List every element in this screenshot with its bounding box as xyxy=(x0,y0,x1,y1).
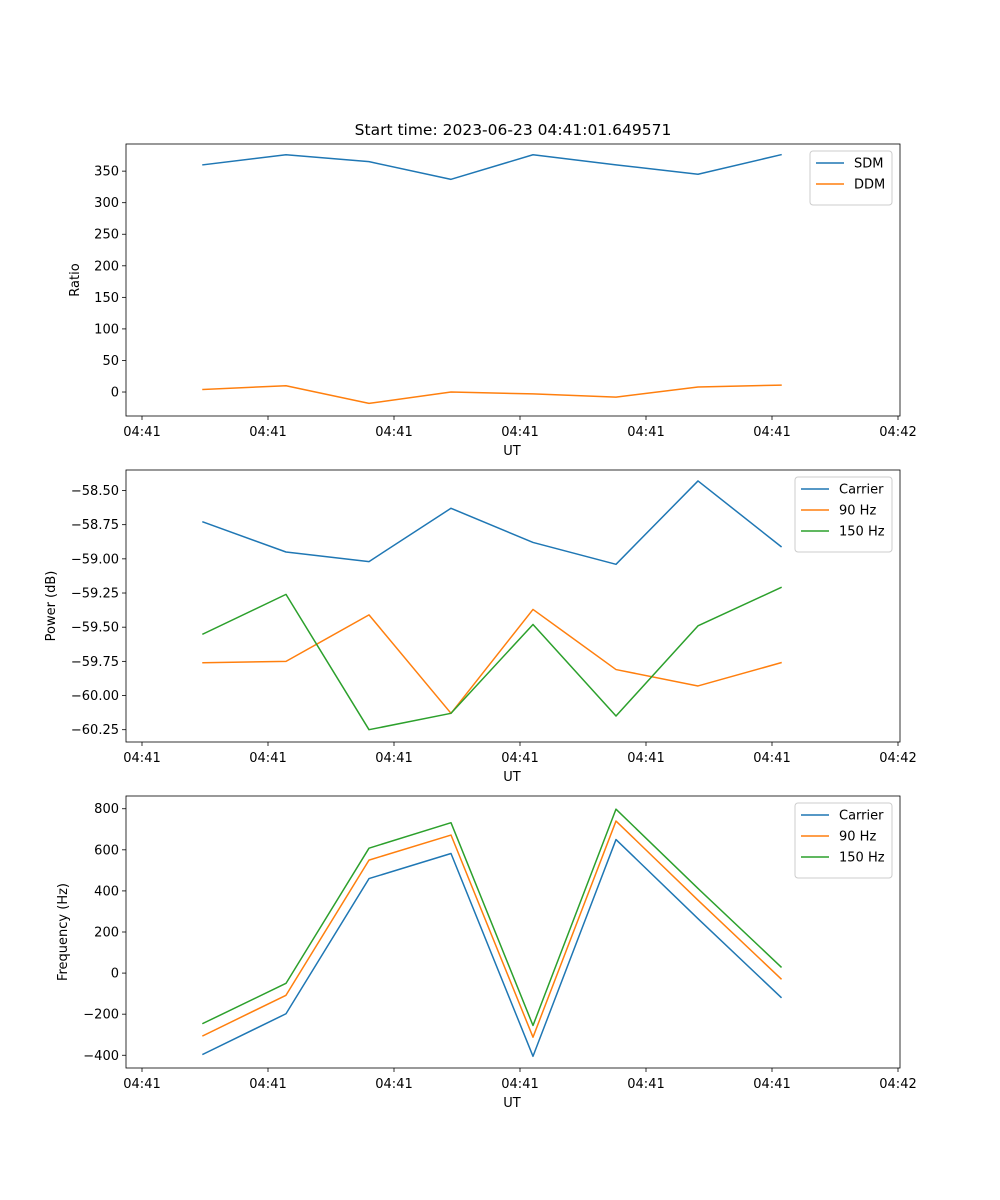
y-tick-label: −58.75 xyxy=(71,518,119,533)
x-tick-label: 04:42 xyxy=(879,425,916,440)
y-tick-label: 200 xyxy=(94,259,119,274)
chart-panel-2: −60.25 −60.00 −59.75 −59.50 −59.25 −59.00 −58.… xyxy=(44,469,917,785)
y-tick-label: −60.00 xyxy=(71,689,119,704)
legend-box xyxy=(809,150,893,206)
y-tick-label: 350 xyxy=(94,165,119,180)
legend-label: Carrier xyxy=(839,483,884,498)
x-tick-label: 04:41 xyxy=(375,751,412,766)
y-tick-label: 600 xyxy=(94,843,119,858)
series-line-carrier xyxy=(202,480,783,566)
x-tick-label: 04:41 xyxy=(627,1077,664,1092)
y-tick-label: −59.50 xyxy=(71,621,119,636)
legend-box xyxy=(794,802,893,879)
x-tick-label: 04:41 xyxy=(501,425,538,440)
y-tick-label: 0 xyxy=(111,967,119,982)
legend-label: 90 Hz xyxy=(839,830,876,845)
legend: Carrier 90 Hz 150 Hz xyxy=(794,802,893,879)
x-tick-label: 04:41 xyxy=(753,751,790,766)
series-line-sdm xyxy=(202,153,782,181)
y-tick-label: −200 xyxy=(83,1008,119,1023)
y-tick-label: 0 xyxy=(111,386,119,401)
y-tick-label: −59.25 xyxy=(71,587,119,602)
y-axis-label: Ratio xyxy=(68,263,83,296)
legend: SDM DDM xyxy=(809,150,893,206)
x-tick-label: 04:42 xyxy=(879,1077,916,1092)
y-tick-label: 200 xyxy=(94,926,119,941)
x-axis-label: UT xyxy=(503,444,521,459)
y-tick-label: 50 xyxy=(102,354,119,369)
x-tick-label: 04:41 xyxy=(123,751,160,766)
legend-box xyxy=(794,476,893,553)
x-tick-label: 04:41 xyxy=(753,1077,790,1092)
y-axis-label: Frequency (Hz) xyxy=(56,883,71,981)
x-tick-label: 04:41 xyxy=(753,425,790,440)
x-tick-label: 04:41 xyxy=(375,425,412,440)
x-tick-label: 04:41 xyxy=(375,1077,412,1092)
y-tick-label: −58.50 xyxy=(71,484,119,499)
axes-frame xyxy=(125,469,901,743)
x-tick-label: 04:41 xyxy=(249,1077,286,1092)
x-tick-label: 04:41 xyxy=(627,425,664,440)
y-tick-label: −59.75 xyxy=(71,655,119,670)
x-tick-label: 04:41 xyxy=(249,425,286,440)
y-tick-label: −400 xyxy=(83,1049,119,1064)
legend-label: 150 Hz xyxy=(839,525,885,540)
y-tick-label: 100 xyxy=(94,322,119,337)
x-tick-label: 04:42 xyxy=(879,751,916,766)
legend: Carrier 90 Hz 150 Hz xyxy=(794,476,893,553)
axes-frame xyxy=(125,143,901,417)
legend-label: 90 Hz xyxy=(839,504,876,519)
x-tick-label: 04:41 xyxy=(123,425,160,440)
x-tick-label: 04:41 xyxy=(501,1077,538,1092)
y-tick-label: 150 xyxy=(94,291,119,306)
series-line-carrier xyxy=(201,838,783,1058)
x-tick-label: 04:41 xyxy=(501,751,538,766)
x-axis-label: UT xyxy=(503,1096,521,1111)
series-line-150-hz xyxy=(201,808,783,1027)
x-tick-label: 04:41 xyxy=(123,1077,160,1092)
legend-label: 150 Hz xyxy=(839,851,885,866)
legend-label: Carrier xyxy=(839,809,884,824)
x-tick-label: 04:41 xyxy=(627,751,664,766)
x-axis-label: UT xyxy=(503,770,521,785)
legend-label: SDM xyxy=(854,157,883,172)
y-tick-label: 400 xyxy=(94,884,119,899)
y-tick-label: 300 xyxy=(94,196,119,211)
chart-title: Start time: 2023-06-23 04:41:01.649571 xyxy=(355,121,672,139)
chart-panel-1: 0 50 100 150 200 250 300 350 04:41 04:41 04:41 04:4… xyxy=(68,121,917,459)
legend-label: DDM xyxy=(854,178,885,193)
y-tick-label: −60.25 xyxy=(71,723,119,738)
series-line-90-hz xyxy=(202,608,782,715)
y-axis-label: Power (dB) xyxy=(44,571,59,642)
y-tick-label: 800 xyxy=(94,802,119,817)
series-line-90-hz xyxy=(201,820,783,1038)
y-tick-label: 250 xyxy=(94,228,119,243)
axes-frame xyxy=(125,795,901,1069)
y-tick-label: −59.00 xyxy=(71,552,119,567)
series-line-ddm xyxy=(202,384,782,405)
x-tick-label: 04:41 xyxy=(249,751,286,766)
series-line-150-hz xyxy=(202,586,782,731)
chart-panel-3: −400 −200 0 200 400 600 800 04:41 04:41 04:41 04:4… xyxy=(56,795,917,1111)
